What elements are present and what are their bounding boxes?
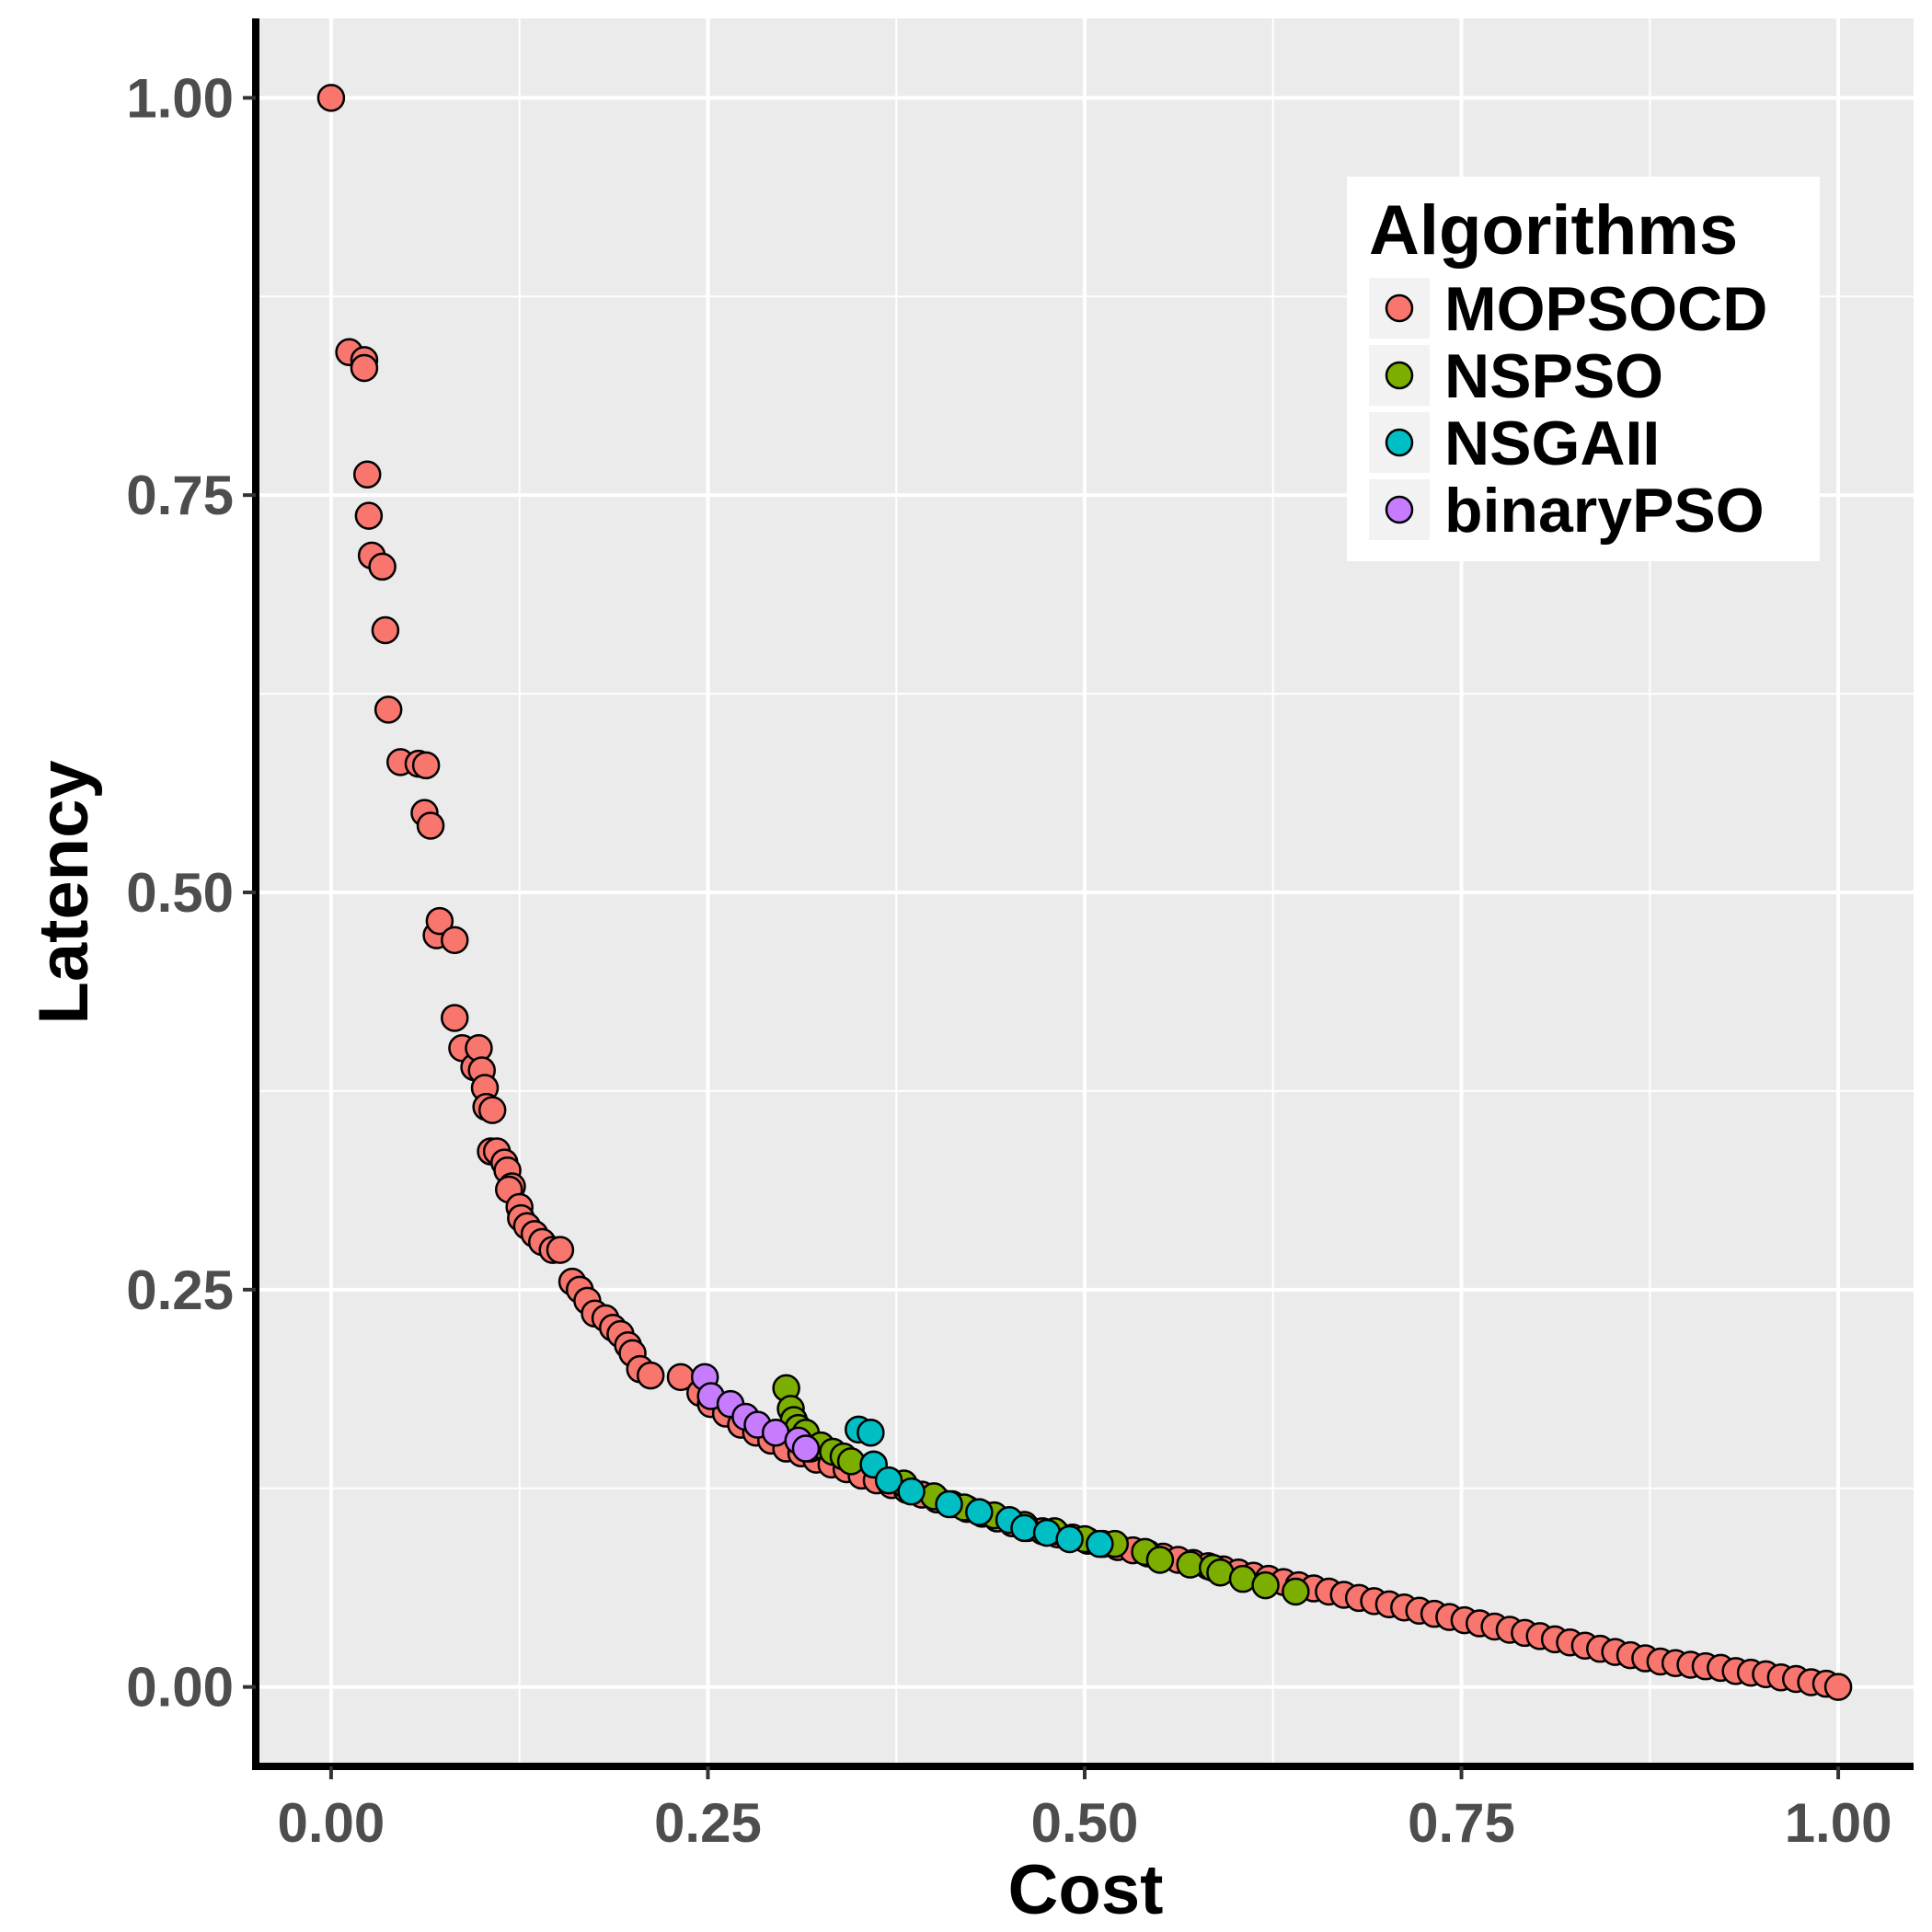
x-axis-ticks: 0.00 0.25 0.50 0.75 1.00 — [278, 1766, 1892, 1854]
point-nsgaii — [857, 1419, 885, 1447]
legend-key-binarypso — [1385, 495, 1414, 524]
y-tick-label: 0.75 — [126, 465, 234, 526]
point-mopsocd — [411, 751, 441, 780]
point-nsgaii — [1010, 1513, 1039, 1543]
y-tick-label: 1.00 — [126, 67, 234, 129]
point-nspso — [1251, 1570, 1280, 1600]
point-mopsocd — [354, 501, 384, 530]
x-tick-label: 0.75 — [1408, 1792, 1515, 1854]
point-nsgaii — [874, 1466, 903, 1495]
point-mopsocd — [440, 1004, 469, 1032]
y-tick-label: 0.50 — [126, 862, 234, 924]
legend-label-nspso: NSPSO — [1444, 341, 1663, 411]
x-axis-title: Cost — [1008, 1851, 1164, 1929]
point-nsgaii — [965, 1498, 994, 1526]
point-nsgaii — [935, 1489, 963, 1519]
point-mopsocd — [316, 84, 346, 112]
point-nsgaii — [1055, 1524, 1084, 1554]
point-mopsocd — [477, 1096, 507, 1124]
y-tick-label: 0.25 — [126, 1259, 234, 1321]
legend-key-nsgaii — [1385, 428, 1414, 457]
x-tick-label: 0.00 — [278, 1792, 385, 1854]
point-mopsocd — [350, 353, 379, 383]
legend-label-mopsocd: MOPSOCD — [1444, 274, 1767, 344]
point-mopsocd — [1823, 1673, 1853, 1701]
point-nspso — [1282, 1577, 1310, 1606]
point-mopsocd — [546, 1236, 575, 1264]
point-mopsocd — [425, 906, 454, 936]
legend-key-mopsocd — [1385, 293, 1414, 323]
point-nsgaii — [1086, 1529, 1114, 1558]
y-axis-ticks: 0.00 0.25 0.50 0.75 1.00 — [126, 67, 256, 1719]
point-mopsocd — [636, 1361, 665, 1390]
point-mopsocd — [440, 926, 469, 955]
point-mopsocd — [416, 811, 445, 840]
x-tick-label: 0.50 — [1031, 1792, 1139, 1854]
legend-key-nspso — [1385, 361, 1414, 390]
data-points — [316, 84, 1853, 1701]
point-mopsocd — [352, 460, 382, 489]
point-nsgaii — [897, 1477, 926, 1506]
legend-title: Algorithms — [1369, 191, 1738, 270]
point-mopsocd — [374, 696, 403, 724]
x-tick-label: 0.25 — [654, 1792, 762, 1854]
legend-label-nsgaii: NSGAII — [1444, 408, 1660, 478]
point-nspso — [1145, 1546, 1175, 1574]
point-binarypso — [791, 1434, 821, 1463]
y-tick-label: 0.00 — [126, 1657, 234, 1719]
x-tick-label: 1.00 — [1785, 1792, 1892, 1854]
point-mopsocd — [371, 615, 400, 645]
point-mopsocd — [368, 552, 397, 581]
y-axis-title: Latency — [25, 760, 103, 1024]
legend-label-binarypso: binaryPSO — [1444, 476, 1765, 546]
